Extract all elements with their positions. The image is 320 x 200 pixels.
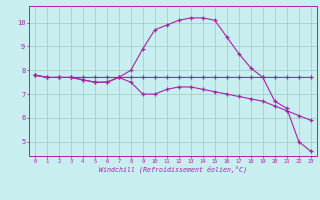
X-axis label: Windchill (Refroidissement éolien,°C): Windchill (Refroidissement éolien,°C) — [99, 166, 247, 173]
